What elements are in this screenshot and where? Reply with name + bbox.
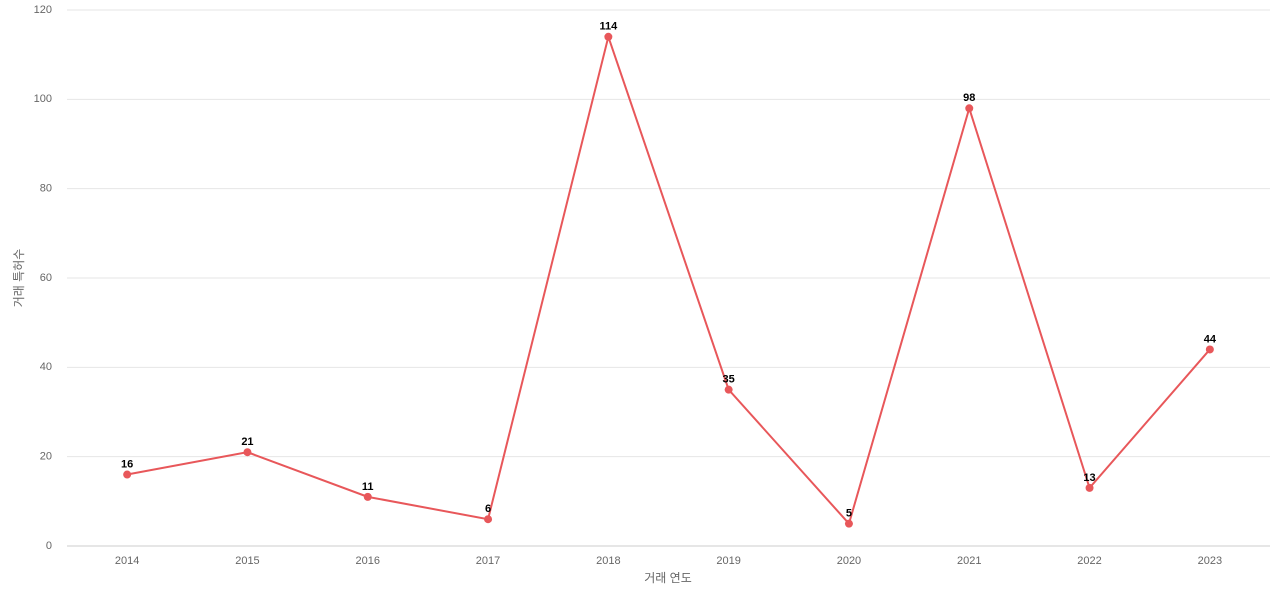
y-tick-label: 60 [40, 272, 52, 284]
data-label: 114 [599, 21, 618, 33]
y-axis-title: 거래 특허수 [12, 249, 26, 308]
data-label: 11 [362, 481, 374, 493]
point [484, 515, 493, 524]
data-label: 13 [1083, 472, 1095, 484]
y-tick-label: 20 [40, 451, 52, 463]
point [123, 470, 132, 479]
x-tick-label: 2016 [356, 555, 380, 567]
point [724, 385, 733, 394]
data-label: 35 [723, 374, 735, 386]
y-tick-label: 80 [40, 183, 52, 195]
y-tick-label: 100 [34, 93, 52, 105]
data-label: 21 [241, 436, 253, 448]
x-tick-label: 2014 [115, 555, 139, 567]
line [126, 33, 1211, 526]
point [604, 32, 613, 41]
data-label: 5 [846, 508, 852, 520]
point [1085, 483, 1094, 492]
point [844, 519, 853, 528]
point [1205, 345, 1214, 354]
x-tick-label: 2021 [957, 555, 981, 567]
point [363, 492, 372, 501]
data-label: 6 [485, 503, 491, 515]
x-tick-label: 2020 [837, 555, 861, 567]
point [243, 448, 252, 457]
x-tick-label: 2019 [716, 555, 740, 567]
data-label: 44 [1204, 333, 1217, 345]
x-tick-label: 2023 [1198, 555, 1222, 567]
y-tick-label: 0 [46, 540, 52, 552]
y-tick-label: 40 [40, 361, 52, 373]
x-tick-label: 2018 [596, 555, 620, 567]
x-tick-label: 2022 [1077, 555, 1101, 567]
data-label: 98 [963, 92, 975, 104]
x-tick-label: 2015 [235, 555, 259, 567]
x-axis-title: 거래 연도 [644, 571, 692, 585]
point [965, 104, 974, 113]
x-tick-label: 2017 [476, 555, 500, 567]
y-tick-label: 120 [34, 4, 52, 16]
data-label: 16 [121, 458, 133, 470]
